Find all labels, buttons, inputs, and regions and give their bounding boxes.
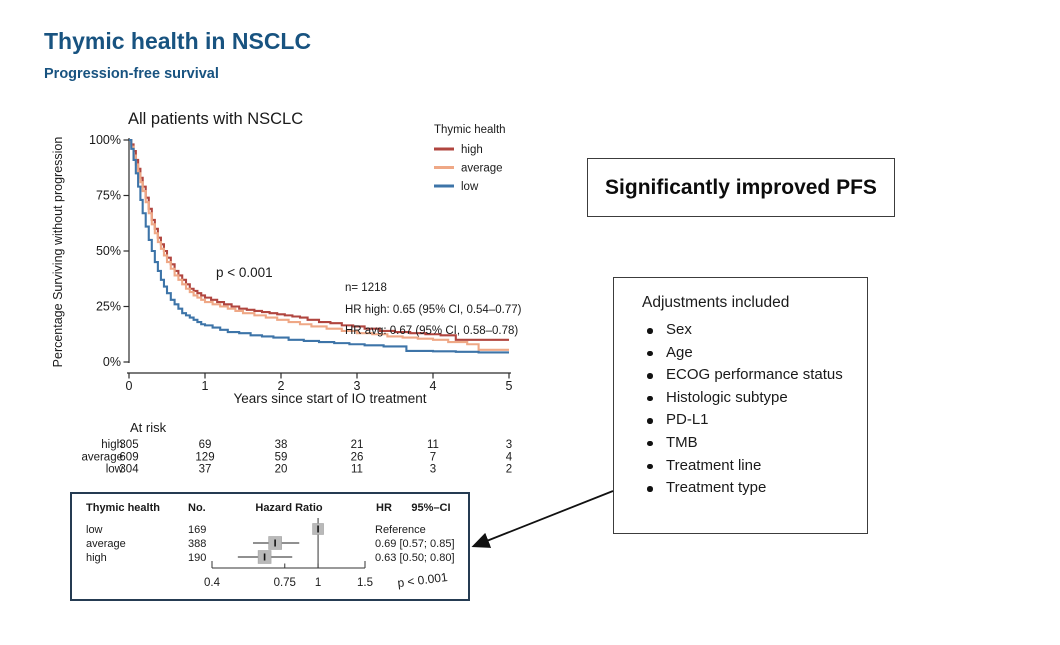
km-curve-low <box>129 138 509 354</box>
km-y-tick-label: 0% <box>103 355 121 369</box>
at-risk-row-label-average: average <box>81 451 123 463</box>
km-y-tick-label: 25% <box>96 300 121 314</box>
forest-pvalue: p < 0.001 <box>397 570 449 590</box>
forest-header: No. <box>188 502 206 514</box>
km-x-tick-label: 2 <box>278 379 285 393</box>
forest-header: HR <box>376 502 392 514</box>
km-x-tick-label: 4 <box>430 379 437 393</box>
at-risk-value: 11 <box>427 439 439 451</box>
km-x-tick-label: 0 <box>126 379 133 393</box>
km-x-tick-label: 5 <box>506 379 513 393</box>
km-y-tick-label: 50% <box>96 244 121 258</box>
forest-header: Hazard Ratio <box>255 502 323 514</box>
at-risk-value: 2 <box>506 464 512 476</box>
km-x-tick-label: 1 <box>202 379 209 393</box>
adjustments-title: Adjustments included <box>642 294 790 311</box>
adjustment-item: PD-L1 <box>642 409 857 432</box>
km-legend-label-high: high <box>461 144 483 156</box>
forest-axis-tick-label: 0.4 <box>204 577 221 589</box>
km-title: All patients with NSCLC <box>128 110 303 128</box>
forest-n-value: 388 <box>188 538 206 550</box>
page-title: Thymic health in NSCLC <box>44 28 312 54</box>
adjustments-box: Adjustments included Sex Age ECOG performa… <box>613 277 868 534</box>
at-risk-value: 38 <box>275 439 288 451</box>
km-n-label: n= 1218 <box>345 282 387 294</box>
at-risk-value: 4 <box>506 451 513 463</box>
connector-arrow <box>471 490 614 548</box>
forest-plot-box: Thymic health No. Hazard Ratio HR 95%–CI low 1… <box>70 492 470 601</box>
km-y-tick-label: 75% <box>96 189 121 203</box>
adjustment-item: Treatment type <box>642 477 857 500</box>
at-risk-value: 129 <box>195 451 214 463</box>
at-risk-row-label-high: high <box>101 439 123 451</box>
km-curve-high <box>129 138 509 341</box>
at-risk-value: 7 <box>430 451 436 463</box>
km-legend-title: Thymic health <box>434 124 506 136</box>
forest-hr-text: 0.63 [0.50; 0.80] <box>375 552 455 564</box>
forest-header: Thymic health <box>86 502 160 514</box>
km-hr-high: HR high: 0.65 (95% CI, 0.54–0.77) <box>345 304 522 316</box>
forest-n-value: 169 <box>188 524 206 536</box>
forest-group-label: average <box>86 538 126 550</box>
km-y-tick-label: 100% <box>89 133 121 147</box>
forest-point-marker <box>263 553 266 561</box>
km-xlabel: Years since start of IO treatment <box>233 391 426 406</box>
adjustment-item: ECOG performance status <box>642 364 857 387</box>
forest-plot: Thymic health No. Hazard Ratio HR 95%–CI low 1… <box>86 502 455 590</box>
km-curve-average <box>129 138 509 351</box>
forest-axis-tick-label: 1.5 <box>357 577 373 589</box>
at-risk-value: 305 <box>119 439 138 451</box>
adjustment-item: Sex <box>642 319 857 342</box>
at-risk-value: 69 <box>199 439 212 451</box>
forest-group-label: high <box>86 552 107 564</box>
km-plot: All patients with NSCLC Percentage Surviv… <box>51 110 522 476</box>
km-legend-label-low: low <box>461 181 479 193</box>
km-pvalue: p < 0.001 <box>216 265 273 280</box>
at-risk-value: 304 <box>119 464 139 476</box>
at-risk-row-label-low: low <box>106 464 124 476</box>
adjustments-list: Sex Age ECOG performance status Histologic … <box>642 319 857 500</box>
at-risk-title: At risk <box>130 420 167 435</box>
at-risk-value: 20 <box>275 464 288 476</box>
forest-point-marker <box>274 539 276 547</box>
pfs-callout-box: Significantly improved PFS <box>587 158 895 217</box>
forest-header: 95%–CI <box>411 502 450 514</box>
forest-n-value: 190 <box>188 552 206 564</box>
arrow-line <box>471 490 614 548</box>
at-risk-value: 11 <box>351 464 363 476</box>
at-risk-value: 26 <box>351 451 364 463</box>
at-risk-value: 37 <box>199 464 212 476</box>
pfs-callout-text: Significantly improved PFS <box>605 175 877 199</box>
adjustment-item: Age <box>642 342 857 365</box>
forest-hr-text: 0.69 [0.57; 0.85] <box>375 538 455 550</box>
at-risk-value: 609 <box>119 451 138 463</box>
adjustment-item: Histologic subtype <box>642 387 857 410</box>
forest-axis-tick-label: 1 <box>315 577 321 589</box>
forest-hr-text: Reference <box>375 524 426 536</box>
km-legend-label-average: average <box>461 163 503 175</box>
adjustment-item: TMB <box>642 432 857 455</box>
page-subtitle: Progression-free survival <box>44 66 219 82</box>
forest-group-label: low <box>86 524 103 536</box>
km-x-tick-label: 3 <box>354 379 361 393</box>
km-hr-avg: HR avg: 0.67 (95% CI, 0.58–0.78) <box>345 325 518 337</box>
forest-point-marker <box>317 525 319 533</box>
km-ylabel: Percentage Surviving without progression <box>51 137 65 368</box>
at-risk-value: 3 <box>430 464 436 476</box>
at-risk-value: 21 <box>351 439 364 451</box>
at-risk-value: 3 <box>506 439 512 451</box>
adjustment-item: Treatment line <box>642 455 857 478</box>
forest-axis-tick-label: 0.75 <box>274 577 296 589</box>
at-risk-value: 59 <box>275 451 288 463</box>
